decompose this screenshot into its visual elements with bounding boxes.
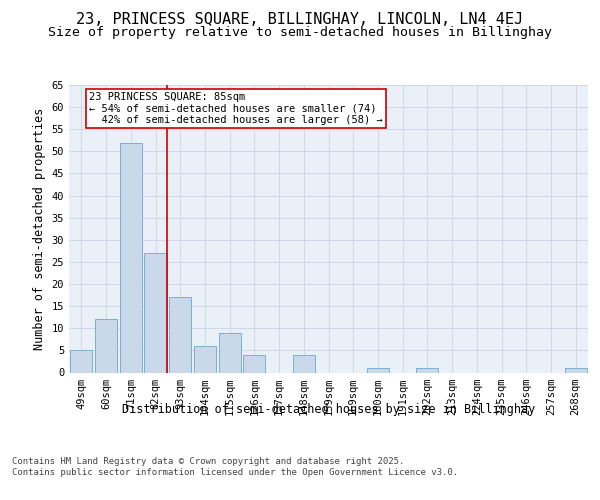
Bar <box>293 355 315 372</box>
Bar <box>218 332 241 372</box>
Text: 23, PRINCESS SQUARE, BILLINGHAY, LINCOLN, LN4 4EJ: 23, PRINCESS SQUARE, BILLINGHAY, LINCOLN… <box>76 12 524 28</box>
Bar <box>119 142 142 372</box>
Bar <box>194 346 216 372</box>
Bar <box>243 355 265 372</box>
Text: Size of property relative to semi-detached houses in Billinghay: Size of property relative to semi-detach… <box>48 26 552 39</box>
Bar <box>145 253 167 372</box>
Text: Contains HM Land Registry data © Crown copyright and database right 2025.
Contai: Contains HM Land Registry data © Crown c… <box>12 458 458 477</box>
Text: Distribution of semi-detached houses by size in Billinghay: Distribution of semi-detached houses by … <box>122 402 535 415</box>
Bar <box>95 320 117 372</box>
Bar <box>367 368 389 372</box>
Bar <box>565 368 587 372</box>
Bar <box>169 298 191 372</box>
Bar <box>416 368 439 372</box>
Text: 23 PRINCESS SQUARE: 85sqm
← 54% of semi-detached houses are smaller (74)
  42% o: 23 PRINCESS SQUARE: 85sqm ← 54% of semi-… <box>89 92 383 125</box>
Bar <box>70 350 92 372</box>
Y-axis label: Number of semi-detached properties: Number of semi-detached properties <box>33 108 46 350</box>
